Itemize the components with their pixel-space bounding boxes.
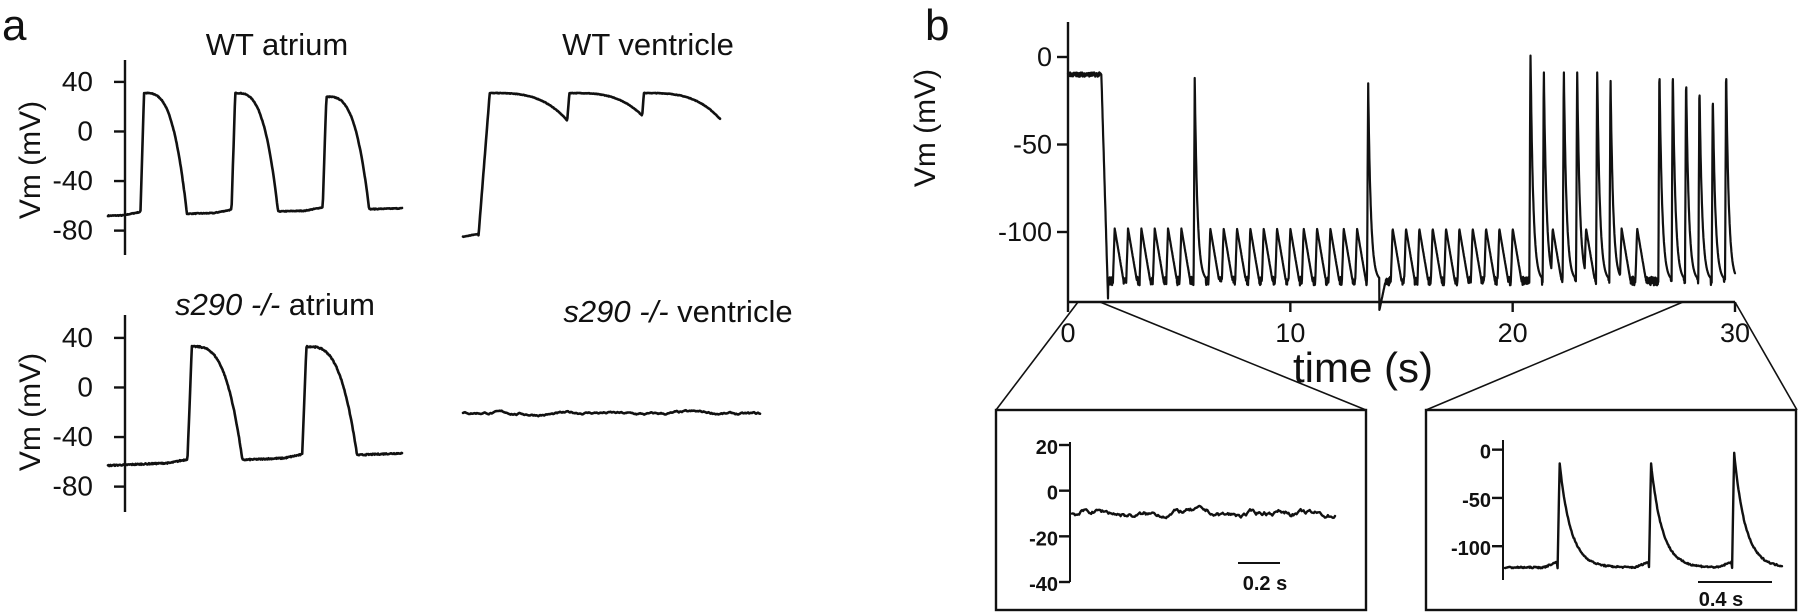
chart-b-inset-2: 0 -50 -100 0.4 s	[1424, 408, 1798, 612]
y-tick-label: 20	[1036, 437, 1058, 459]
y-tick-label: -50	[1013, 130, 1052, 160]
trace-line	[461, 408, 762, 418]
chart-wt-atrium: WT atrium Vm (mV) 40 0 -40 -80	[14, 27, 404, 255]
chart-title-tissue: atrium	[280, 287, 375, 322]
chart-title: WT atrium	[206, 27, 348, 62]
y-tick-label: 40	[62, 66, 93, 97]
chart-title: s290 -/- atrium	[175, 287, 375, 322]
y-tick-label: -80	[53, 215, 93, 246]
x-tick-label: 30	[1720, 318, 1750, 348]
inset-frame	[1424, 408, 1798, 612]
y-tick-label: 0	[1047, 483, 1058, 505]
scale-bar-label: 0.4 s	[1699, 589, 1743, 611]
zoom-connector	[1425, 301, 1684, 411]
y-tick-label: -100	[998, 217, 1052, 247]
zoom-connector	[1099, 301, 1367, 411]
trace-line	[1503, 451, 1784, 570]
x-tick-label: 0	[1060, 318, 1075, 348]
scale-bar-label: 0.2 s	[1243, 573, 1287, 595]
x-tick-label: 10	[1275, 318, 1305, 348]
y-axis-label: Vm (mV)	[909, 69, 942, 187]
y-tick-label: 0	[1480, 442, 1491, 464]
chart-title: WT ventricle	[562, 27, 734, 62]
panel-label-a: a	[2, 1, 27, 50]
y-tick-label: 0	[1037, 42, 1052, 72]
y-tick-label: -100	[1451, 538, 1491, 560]
chart-s290-atrium: s290 -/- atrium Vm (mV) 40 0 -40 -80	[14, 287, 404, 512]
y-axis-label: Vm (mV)	[14, 353, 47, 471]
chart-s290-ventricle: s290 -/- ventricle	[461, 294, 793, 418]
x-tick-label: 20	[1498, 318, 1528, 348]
chart-b-main: Vm (mV) 0 -50 -100 0 10 20 30 time (s)	[909, 22, 1798, 411]
y-tick-label: -80	[53, 471, 93, 502]
y-tick-label: -40	[1029, 574, 1058, 596]
chart-title: s290 -/- ventricle	[563, 294, 792, 329]
y-tick-label: -50	[1462, 490, 1491, 512]
inset-frame	[994, 408, 1368, 612]
trace-line	[106, 344, 404, 468]
panel-label-b: b	[925, 1, 949, 50]
chart-b-inset-1: 20 0 -20 -40 0.2 s	[994, 408, 1368, 612]
y-tick-label: 0	[77, 371, 93, 402]
y-tick-label: -40	[53, 165, 93, 196]
y-tick-label: 0	[77, 115, 93, 146]
trace-line	[1066, 54, 1737, 311]
trace-line	[461, 91, 722, 239]
chart-title-genotype: s290 -/-	[175, 287, 280, 322]
x-axis-label: time (s)	[1293, 344, 1433, 391]
chart-wt-ventricle: WT ventricle	[461, 27, 734, 239]
trace-line	[106, 91, 404, 218]
y-tick-label: -40	[53, 421, 93, 452]
chart-title-genotype: s290 -/-	[563, 294, 668, 329]
zoom-connector	[995, 301, 1079, 411]
y-tick-label: -20	[1029, 528, 1058, 550]
zoom-connector	[1734, 301, 1798, 411]
trace-line	[1070, 504, 1337, 520]
chart-title-tissue: ventricle	[669, 294, 793, 329]
y-tick-label: 40	[62, 322, 93, 353]
y-axis-label: Vm (mV)	[14, 101, 47, 219]
